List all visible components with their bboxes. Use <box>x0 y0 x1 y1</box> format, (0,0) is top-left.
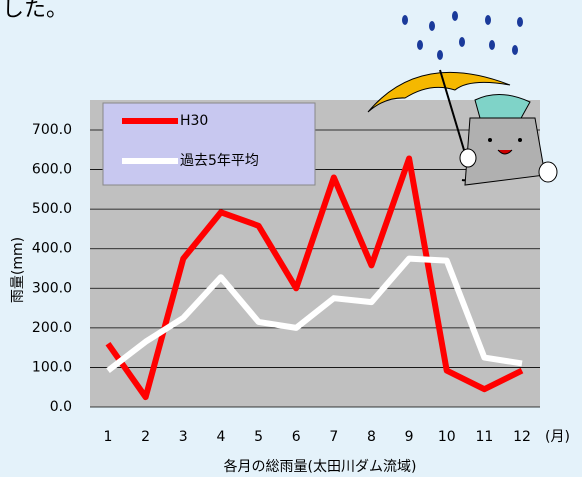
illustration <box>367 11 558 186</box>
intro-text: した。 <box>2 0 68 22</box>
y-tick-label: 100.0 <box>32 359 72 375</box>
y-tick-label: 700.0 <box>32 122 72 138</box>
x-tick-label: 7 <box>329 429 338 445</box>
y-tick-label: 300.0 <box>32 280 72 296</box>
y-tick-label: 600.0 <box>32 162 72 178</box>
legend-label: 過去5年平均 <box>180 153 259 169</box>
x-tick-label: 5 <box>254 429 263 445</box>
x-tick-label: 11 <box>475 429 493 445</box>
legend-label: H30 <box>180 113 208 129</box>
y-tick-label: 500.0 <box>32 201 72 217</box>
x-tick-label: 6 <box>292 429 301 445</box>
x-tick-label: 3 <box>179 429 188 445</box>
x-tick-label: 8 <box>367 429 376 445</box>
x-tick-label: 4 <box>216 429 225 445</box>
y-tick-label: 0.0 <box>50 399 72 415</box>
x-tick-label: 10 <box>438 429 456 445</box>
x-tick-label: 9 <box>405 429 414 445</box>
y-axis-label: 雨量(mm) <box>10 237 26 303</box>
series-line <box>106 255 523 373</box>
y-tick-label: 400.0 <box>32 241 72 257</box>
x-tick-label: 12 <box>513 429 531 445</box>
legend <box>102 102 316 186</box>
x-unit: (月) <box>545 429 570 445</box>
x-axis-label: 各月の総雨量(太田川ダム流域) <box>224 459 417 475</box>
x-tick-label: 2 <box>141 429 150 445</box>
x-tick-label: 1 <box>104 429 113 445</box>
series-line <box>105 155 524 401</box>
y-tick-label: 200.0 <box>32 320 72 336</box>
